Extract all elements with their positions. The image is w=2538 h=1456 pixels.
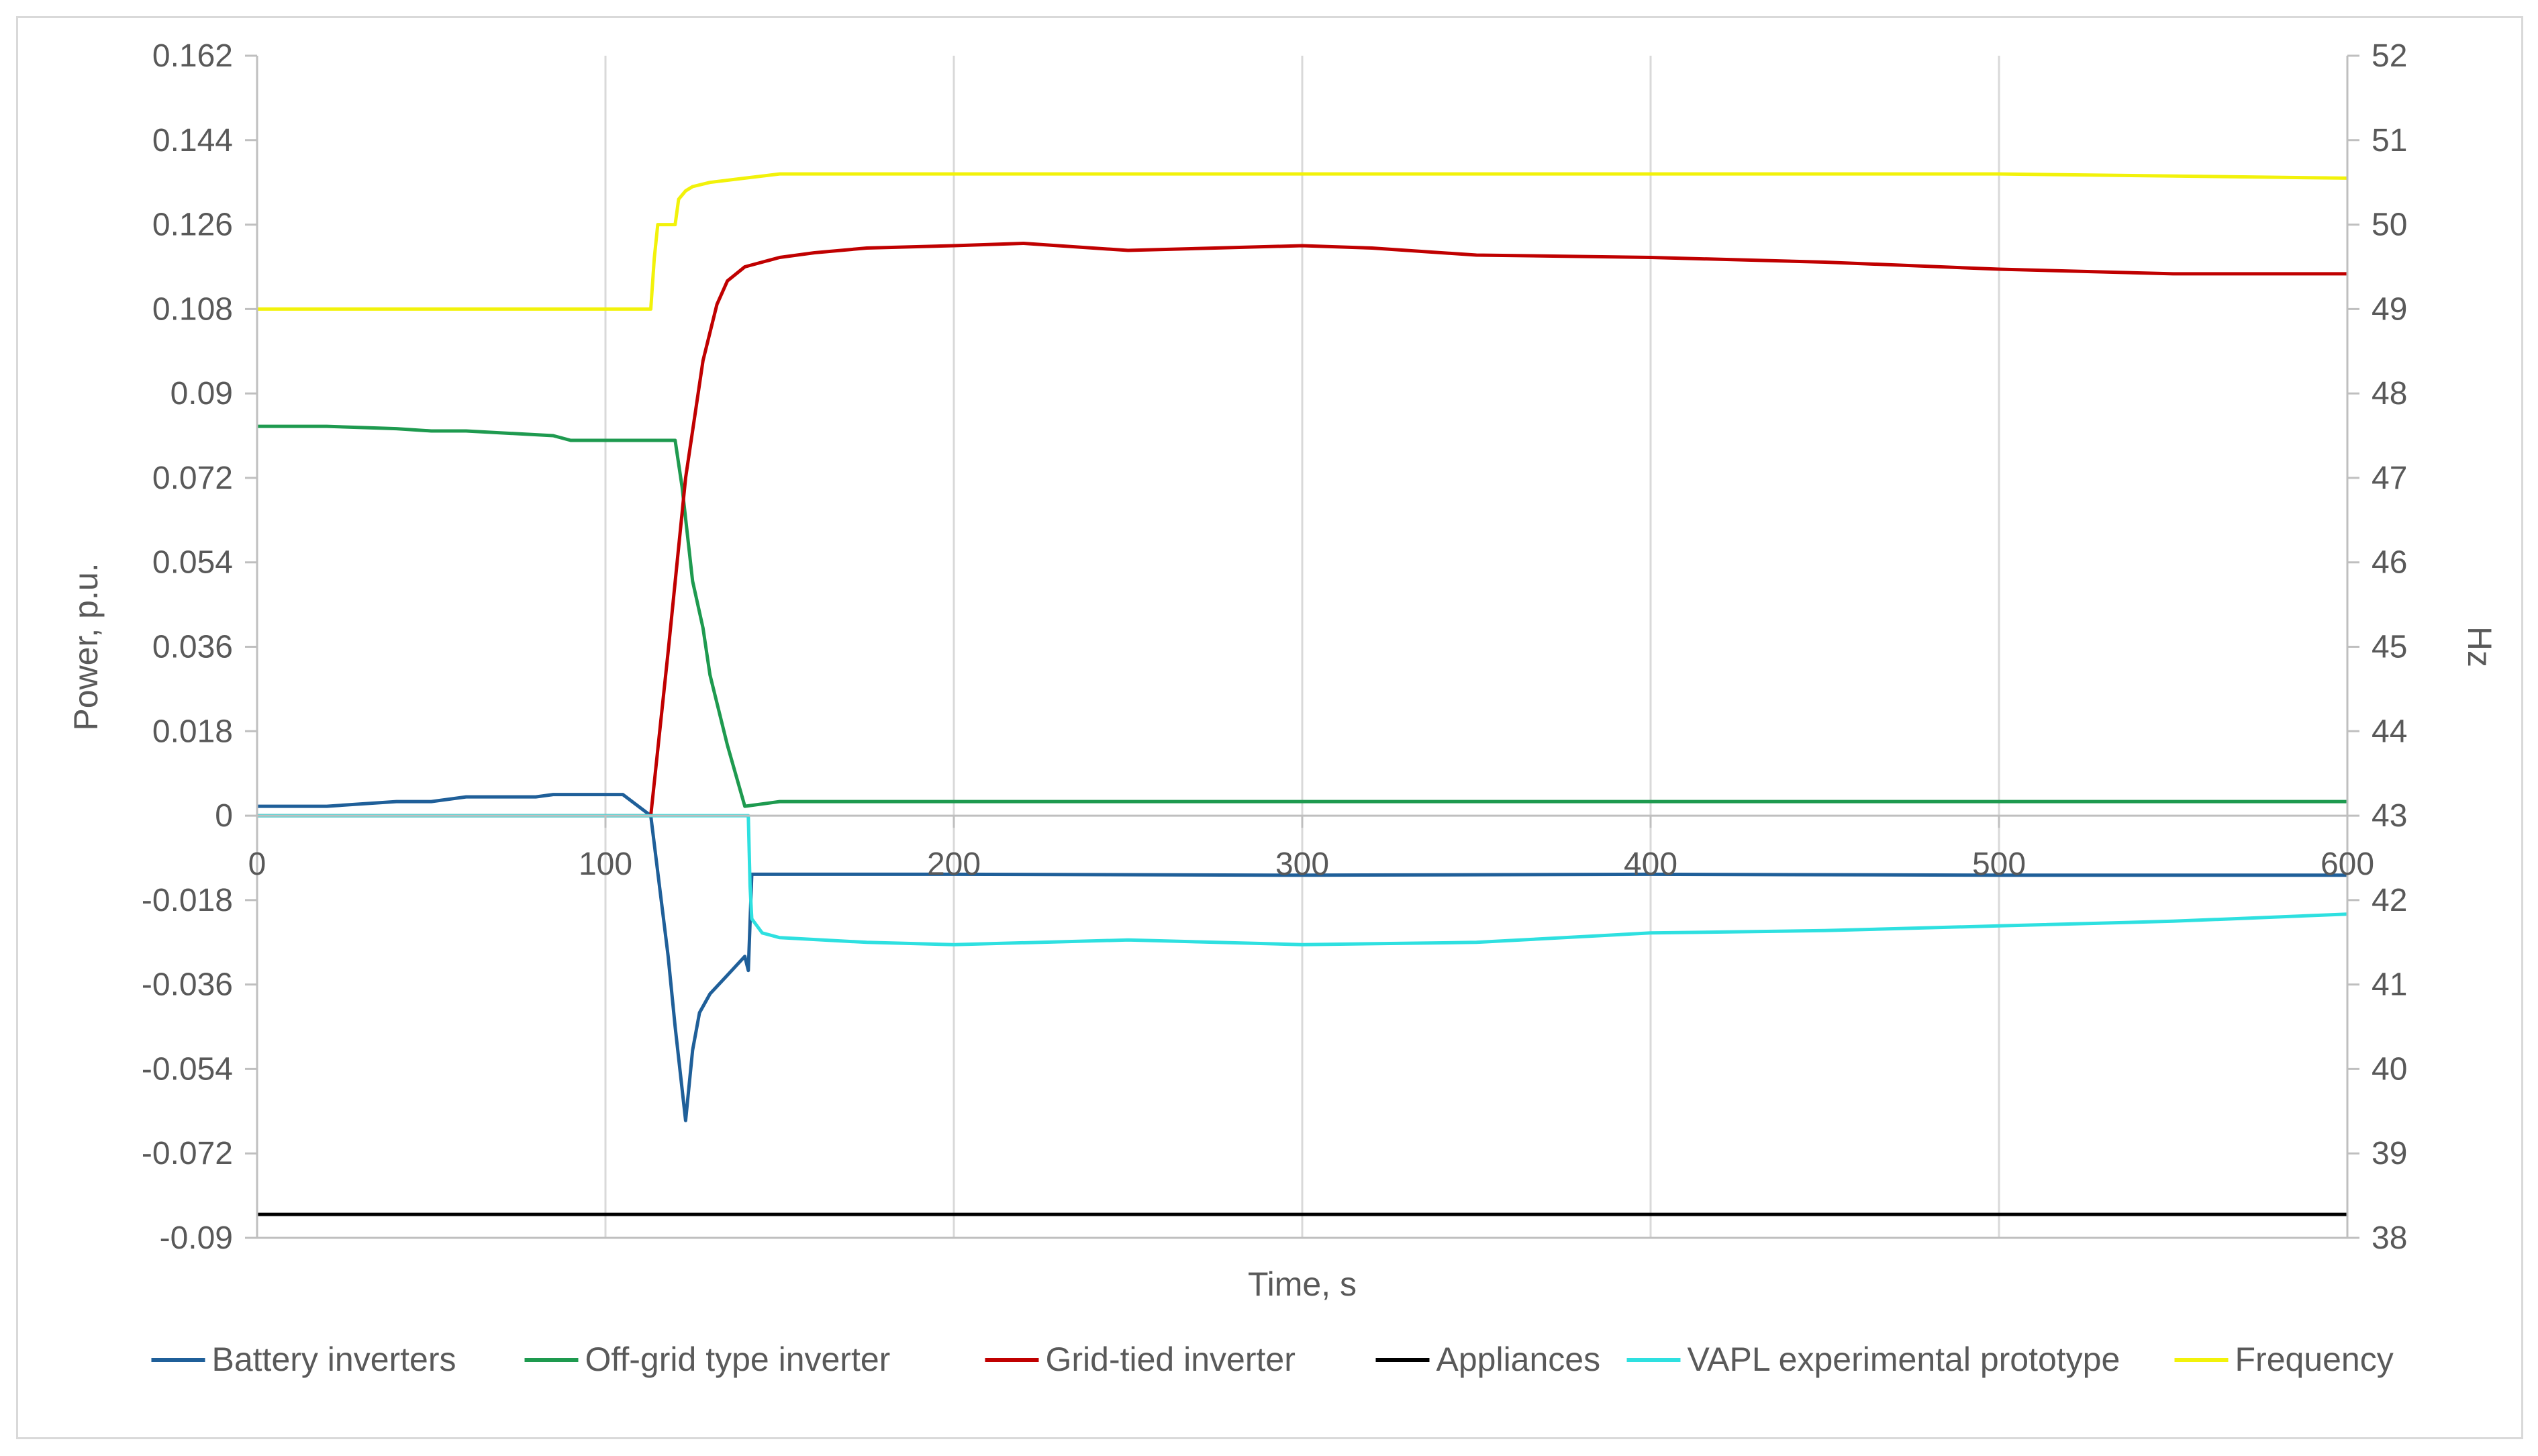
y-tick-label: -0.018 — [142, 883, 233, 918]
y-tick-label: 0.018 — [152, 714, 233, 749]
y2-tick-label: 48 — [2372, 376, 2407, 411]
y2-tick-label: 40 — [2372, 1051, 2407, 1087]
x-tick-label: 500 — [1972, 846, 2026, 882]
legend-label: Battery inverters — [212, 1341, 456, 1378]
y2-tick-label: 38 — [2372, 1220, 2407, 1256]
y-tick-label: 0.09 — [170, 376, 233, 411]
legend-label: Grid-tied inverter — [1046, 1341, 1296, 1378]
y-tick-label: 0.144 — [152, 123, 233, 158]
tick-labels: 0.162 0.144 0.126 0.108 0.09 0.072 0.054 0.036 0… — [142, 38, 2408, 1256]
y2-tick-label: 47 — [2372, 460, 2407, 496]
chart-frame: 0.162 0.144 0.126 0.108 0.09 0.072 0.054 0.036 0… — [16, 16, 2523, 1439]
legend-label: Off-grid type inverter — [585, 1341, 891, 1378]
legend-label: Frequency — [2235, 1341, 2394, 1378]
y-tick-label: -0.036 — [142, 967, 233, 1003]
y-tick-label: 0 — [215, 798, 233, 834]
y2-tick-label: 41 — [2372, 967, 2407, 1003]
y-tick-label: 0.072 — [152, 460, 233, 496]
series-line-battery-inverters — [257, 793, 2347, 1122]
x-tick-label: 200 — [927, 846, 981, 882]
y-tick-label: 0.126 — [152, 207, 233, 243]
x-tick-label: 300 — [1275, 846, 1329, 882]
y-tick-label: -0.054 — [142, 1051, 233, 1087]
y2-tick-label: 50 — [2372, 207, 2407, 243]
y2-axis-title: Hz — [2461, 626, 2498, 667]
series-line-grid-tied-inverter — [257, 242, 2347, 818]
y2-tick-label: 46 — [2372, 545, 2407, 581]
y-tick-label: 0.054 — [152, 545, 233, 581]
y-tick-label: -0.09 — [160, 1220, 233, 1256]
series-line-off-grid-type-inverter — [257, 424, 2347, 808]
x-tick-label: 0 — [248, 846, 266, 882]
legend-label: VAPL experimental prototype — [1688, 1341, 2120, 1378]
y2-tick-label: 49 — [2372, 291, 2407, 327]
x-tick-label: 100 — [579, 846, 632, 882]
chart-svg: 0.162 0.144 0.126 0.108 0.09 0.072 0.054 0.036 0… — [67, 38, 2498, 1378]
axes — [245, 54, 2359, 1239]
y-axis-title: Power, p.u. — [67, 563, 105, 730]
y2-tick-label: 51 — [2372, 123, 2407, 158]
y-tick-label: 0.162 — [152, 38, 233, 74]
x-tick-label: 400 — [1624, 846, 1677, 882]
y2-tick-label: 39 — [2372, 1136, 2407, 1171]
x-tick-label: 600 — [2321, 846, 2374, 882]
y2-tick-label: 42 — [2372, 883, 2407, 918]
y-tick-label: 0.108 — [152, 291, 233, 327]
series-line-frequency — [257, 172, 2348, 311]
gridlines — [604, 56, 2349, 1238]
y2-tick-label: 45 — [2372, 630, 2407, 665]
y2-tick-label: 52 — [2372, 38, 2407, 74]
y-tick-label: -0.072 — [142, 1136, 233, 1171]
legend-label: Appliances — [1436, 1341, 1601, 1378]
y2-tick-label: 43 — [2372, 798, 2407, 834]
legend: Battery inverters Off-grid type inverter G… — [151, 1341, 2394, 1378]
x-axis-title: Time, s — [1248, 1265, 1357, 1303]
y-tick-label: 0.036 — [152, 630, 233, 665]
y2-tick-label: 44 — [2372, 714, 2407, 749]
